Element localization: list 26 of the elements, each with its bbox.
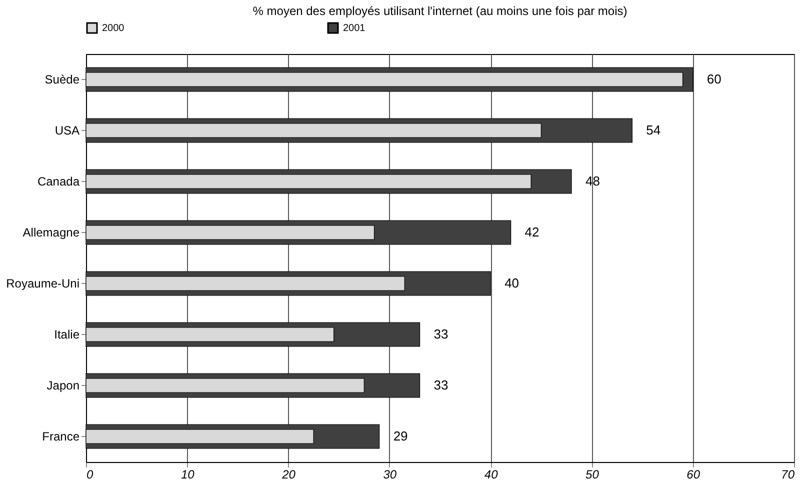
y-tick-label: France (42, 430, 80, 444)
y-tick-label: USA (54, 124, 80, 138)
y-tick-label: Royaume-Uni (6, 276, 80, 290)
y-tick-label: Allemagne (22, 226, 80, 240)
chart-title: % moyen des employés utilisant l'internet (au moins une fois par mois) (252, 4, 628, 18)
data-label: 33 (434, 378, 448, 392)
data-label: 42 (524, 224, 540, 240)
x-tick-label: 10 (180, 468, 195, 482)
x-tick-label: 20 (281, 468, 296, 482)
data-label: 33 (434, 326, 448, 342)
y-tick-label: Canada (37, 174, 80, 188)
y-tick-label: Italie (54, 328, 80, 342)
legend-label: 2001 (343, 23, 366, 34)
x-tick-label: 40 (484, 468, 498, 482)
x-tick-label: 70 (781, 468, 795, 482)
y-tick-label: Japon (46, 378, 80, 392)
data-label: 60 (706, 72, 722, 86)
x-tick-label: 30 (383, 468, 397, 482)
data-label: 29 (393, 428, 408, 444)
y-tick-label: Suède (44, 72, 80, 86)
data-label: 54 (646, 122, 661, 138)
legend-label: 2000 (102, 23, 125, 34)
x-tick-label: 0 (86, 468, 94, 482)
data-label: 40 (504, 276, 520, 290)
x-tick-label: 60 (686, 468, 700, 482)
x-tick-label: 50 (586, 468, 600, 482)
